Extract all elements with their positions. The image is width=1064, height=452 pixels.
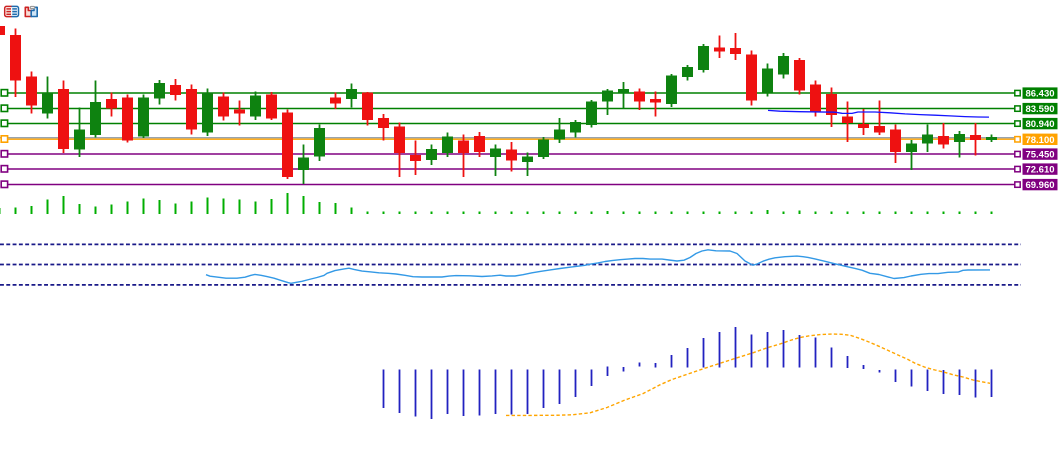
svg-text:72.610: 72.610 (1025, 165, 1054, 176)
svg-text:80.940: 80.940 (1025, 119, 1054, 130)
svg-text:78.100: 78.100 (1025, 135, 1054, 146)
svg-text:75.450: 75.450 (1025, 150, 1054, 161)
svg-text:83.590: 83.590 (1025, 104, 1054, 115)
svg-text:86.430: 86.430 (1025, 89, 1054, 100)
svg-text:69.960: 69.960 (1025, 180, 1054, 191)
